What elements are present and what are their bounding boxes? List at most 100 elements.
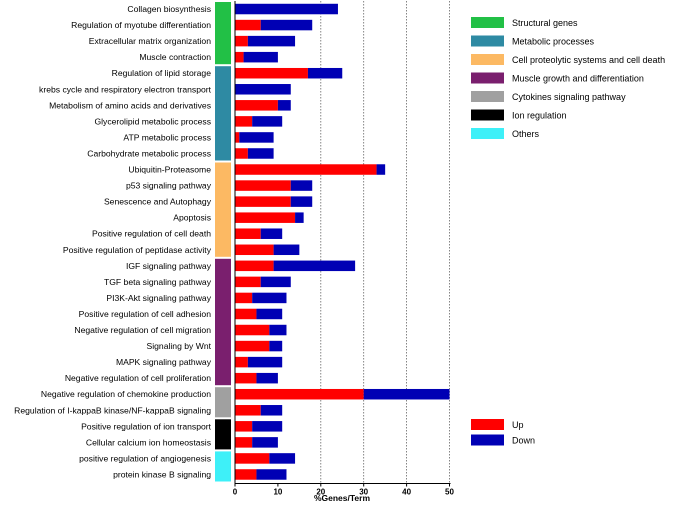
bar-up-positive-regulation-of-ion-transport: [235, 421, 253, 432]
bar-down-pi3k-akt-signaling-pathway: [252, 292, 287, 304]
group-strip-cell-proteolytic-systems-and-cell-death: [215, 162, 231, 257]
grid-lines: [320, 1, 450, 484]
category-label: PI3K-Akt signaling pathway: [106, 293, 211, 303]
group-strips: [215, 2, 231, 482]
category-label: Apoptosis: [173, 213, 211, 223]
category-label: Regulation of I-kappaB kinase/NF-kappaB …: [14, 405, 211, 415]
legend-label: Metabolic processes: [512, 37, 595, 47]
category-label: Regulation of myotube differentiation: [71, 20, 211, 30]
bar-down-negative-regulation-of-chemokine-production: [363, 388, 450, 400]
bar-down-senescence-and-autophagy: [290, 196, 313, 207]
bar-up-positive-regulation-of-peptidase-activity: [235, 244, 274, 256]
legend-label: Cell proteolytic systems and cell death: [512, 55, 665, 65]
category-label: Negative regulation of cell migration: [74, 325, 211, 335]
bar-up-positive-regulation-of-cell-adhesion: [235, 308, 257, 320]
bar-up-senescence-and-autophagy: [235, 196, 291, 207]
x-tick-label: 20: [316, 488, 325, 497]
x-axis: 0 10 20 30 40 50: [233, 1, 454, 497]
group-legend: Structural genes Metabolic processes Cell …: [471, 17, 665, 139]
bar-down-metabolism-of-amino-acids-and-derivatives: [277, 100, 291, 111]
bar-down-positive-regulation-of-angiogenesis: [269, 453, 296, 464]
bar-down-apoptosis: [295, 212, 304, 223]
bar-up-regulation-of-lipid-storage: [235, 67, 308, 79]
category-label: Collagen biosynthesis: [127, 4, 211, 14]
bar-down-muscle-contraction: [243, 51, 278, 63]
legend-swatch-down: [471, 434, 504, 446]
bar-down-carbohydrate-metabolic-process: [247, 148, 274, 159]
bar-down-atp-metabolic-process: [239, 132, 274, 143]
category-label: Negative regulation of cell proliferatio…: [65, 373, 211, 383]
bar-down-extracellular-matrix-organization: [247, 35, 296, 47]
bar-down-protein-kinase-b-signaling: [256, 469, 287, 480]
category-label: IGF signaling pathway: [126, 261, 212, 271]
legend-swatch-structural-genes: [471, 17, 504, 28]
category-label: Extracellular matrix organization: [89, 36, 211, 46]
bar-up-tgf-beta-signaling-pathway: [235, 276, 261, 288]
bar-down-p53-signaling-pathway: [290, 180, 313, 191]
bars: [235, 3, 450, 480]
x-tick-label: 50: [445, 488, 454, 497]
bar-up-regulation-of-i-kappab-kinase-nf-kappab-signaling: [235, 405, 261, 416]
x-axis-title: %Genes/Term: [314, 493, 371, 503]
bar-up-atp-metabolic-process: [235, 132, 240, 143]
bar-up-mapk-signaling-pathway: [235, 356, 248, 368]
legend-swatch-cell-proteolytic-systems-and-cell-death: [471, 54, 504, 65]
legend-swatch-metabolic-processes: [471, 35, 504, 47]
group-strip-muscle-growth-and-differentiation: [215, 258, 231, 386]
bar-up-positive-regulation-of-angiogenesis: [235, 453, 270, 464]
series-legend: Up Down: [471, 419, 535, 446]
legend-label: Up: [512, 420, 524, 430]
bar-down-signaling-by-wnt: [269, 340, 283, 352]
category-labels: Collagen biosynthesis Regulation of myotu…: [14, 4, 212, 479]
category-label: Cellular calcium ion homeostasis: [86, 437, 211, 447]
bar-down-positive-regulation-of-peptidase-activity: [273, 244, 300, 256]
x-tick-label: 0: [233, 488, 238, 497]
legend-swatch-muscle-growth-and-differentiation: [471, 72, 504, 84]
bar-up-glycerolipid-metabolic-process: [235, 116, 253, 127]
category-label: Positive regulation of ion transport: [81, 421, 212, 431]
category-label: krebs cycle and respiratory electron tra…: [39, 84, 212, 94]
bar-up-regulation-of-myotube-differentiation: [235, 19, 261, 31]
bar-up-extracellular-matrix-organization: [235, 35, 248, 47]
category-label: Positive regulation of cell death: [92, 229, 211, 239]
bar-down-krebs-cycle-and-respiratory-electron-transport: [235, 84, 291, 95]
bar-up-negative-regulation-of-chemokine-production: [235, 388, 364, 400]
category-label: Senescence and Autophagy: [104, 197, 212, 207]
group-strip-structural-genes: [215, 2, 231, 65]
bar-up-protein-kinase-b-signaling: [235, 469, 257, 480]
group-strip-cytokines-signaling-pathway: [215, 387, 231, 418]
category-label: Signaling by Wnt: [147, 341, 212, 351]
category-label: protein kinase B signaling: [113, 469, 211, 479]
legend-label: Muscle growth and differentiation: [512, 74, 644, 84]
bar-down-regulation-of-lipid-storage: [307, 67, 343, 79]
legend-label: Ion regulation: [512, 111, 567, 121]
bar-down-negative-regulation-of-cell-migration: [269, 324, 287, 336]
legend-swatch-cytokines-signaling-pathway: [471, 91, 504, 102]
category-label: Regulation of lipid storage: [112, 68, 212, 78]
category-label: Positive regulation of peptidase activit…: [63, 245, 212, 255]
bar-down-regulation-of-myotube-differentiation: [260, 19, 313, 31]
legend-label: Others: [512, 129, 540, 139]
category-label: Ubiquitin-Proteasome: [128, 165, 211, 175]
bar-up-apoptosis: [235, 212, 296, 223]
legend-swatch-up: [471, 419, 504, 430]
category-label: Metabolism of amino acids and derivative…: [49, 100, 211, 110]
bar-down-cellular-calcium-ion-homeostasis: [252, 437, 278, 448]
bar-up-cellular-calcium-ion-homeostasis: [235, 437, 253, 448]
category-label: Positive regulation of cell adhesion: [79, 309, 212, 319]
bar-down-tgf-beta-signaling-pathway: [260, 276, 291, 288]
bar-up-metabolism-of-amino-acids-and-derivatives: [235, 100, 278, 111]
bar-up-carbohydrate-metabolic-process: [235, 148, 248, 159]
bar-down-negative-regulation-of-cell-proliferation: [256, 372, 278, 384]
bar-up-positive-regulation-of-cell-death: [235, 228, 261, 239]
bar-down-positive-regulation-of-cell-death: [260, 228, 283, 239]
group-strip-metabolic-processes: [215, 66, 231, 161]
bar-up-negative-regulation-of-cell-migration: [235, 324, 270, 336]
bar-up-negative-regulation-of-cell-proliferation: [235, 372, 257, 384]
x-tick-label: 40: [402, 488, 411, 497]
x-tick-label: 30: [359, 488, 368, 497]
bar-down-positive-regulation-of-ion-transport: [252, 421, 283, 432]
bar-up-ubiquitin-proteasome: [235, 164, 377, 175]
bar-up-muscle-contraction: [235, 51, 244, 63]
